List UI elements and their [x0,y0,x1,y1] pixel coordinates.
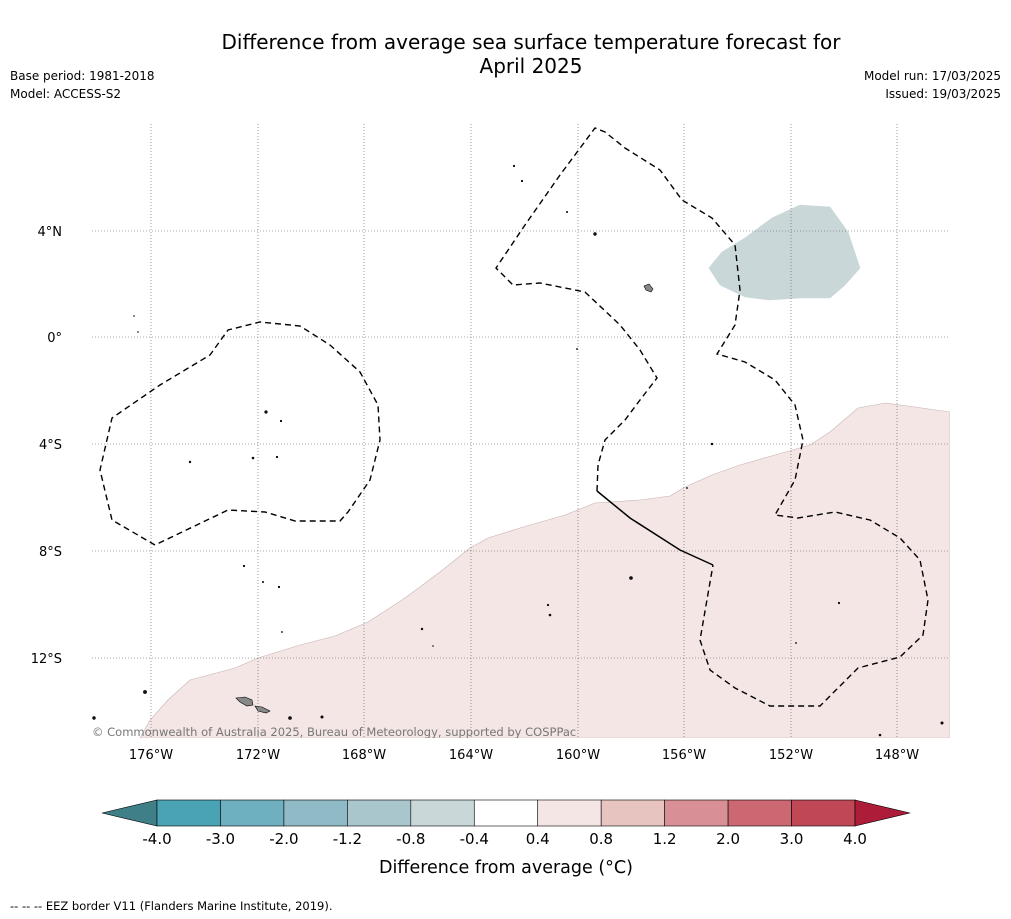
meta-right: Model run: 17/03/2025 Issued: 19/03/2025 [864,67,1001,103]
lon-label: 168°W [342,748,386,763]
colorbar-tick-label: -0.4 [460,830,489,848]
lat-label: 4°N [38,225,63,240]
lat-label: 0° [47,331,62,346]
colorbar-tick-label: 0.8 [589,830,613,848]
island-savaii-2 [254,705,271,714]
colorbar [101,799,911,827]
lat-label: 8°S [39,545,62,560]
meta-left: Base period: 1981-2018 Model: ACCESS-S2 [10,67,155,103]
title-line-1: Difference from average sea surface temp… [221,30,841,54]
colorbar-segment [283,799,348,827]
colorbar-tick-label: 2.0 [716,830,740,848]
map-area: © Commonwealth of Australia 2025, Bureau… [92,124,950,739]
lon-label: 152°W [769,748,813,763]
eez-legend-note: -- -- -- EEZ border V11 (Flanders Marine… [10,899,333,913]
colorbar-arrow-low [101,799,158,827]
colorbar-segment [664,799,729,827]
warm-anomaly-region [139,402,950,738]
lon-label: 160°W [556,748,600,763]
model-name: Model: ACCESS-S2 [10,87,122,101]
colorbar-segment [410,799,475,827]
colorbar-segment [473,799,539,827]
map-title: Difference from average sea surface temp… [0,30,1011,78]
colorbar-tick-label: -4.0 [142,830,171,848]
model-run: Model run: 17/03/2025 [863,69,1001,83]
lon-label: 176°W [129,748,173,763]
issued-date: Issued: 19/03/2025 [885,87,1001,101]
eez-borders [99,127,929,707]
latitude-labels: 4°N 0° 4°S 8°S 12°S [31,225,62,667]
colorbar-tick-label: -3.0 [206,830,235,848]
eez-kiribati-phoenix [99,321,381,546]
colorbar-tick-label: 3.0 [780,830,804,848]
colorbar-ticks: -4.0 -3.0 -2.0 -1.2 -0.8 -0.4 0.4 0.8 1.2 2.0 3.0 4… [142,830,867,848]
colorbar-segment [347,799,412,827]
title-line-2: April 2025 [479,54,583,78]
colorbar-tick-label: 1.2 [653,830,677,848]
colorbar-segment [156,799,221,827]
copyright-text: © Commonwealth of Australia 2025, Bureau… [92,725,576,739]
colorbar-tick-label: -1.2 [333,830,362,848]
colorbar-tick-label: 4.0 [843,830,867,848]
colorbar-tick-label: -2.0 [269,830,298,848]
colorbar-tick-label: -0.8 [396,830,425,848]
gridlines [92,124,950,738]
colorbar-segment [727,799,792,827]
colorbar-arrow-high [854,799,911,827]
colorbar-segment [600,799,665,827]
island-upolu [235,696,254,707]
lon-label: 156°W [662,748,706,763]
cool-anomaly-region [708,204,861,301]
lat-label: 12°S [31,652,62,667]
colorbar-segment [537,799,602,827]
colorbar-segment [791,799,856,827]
colorbar-label: Difference from average (°C) [379,858,633,878]
lon-label: 172°W [236,748,280,763]
eez-kiribati-line [495,127,929,707]
lat-label: 4°S [39,438,62,453]
lon-label: 148°W [875,748,919,763]
island-kiritimati [643,283,654,293]
colorbar-tick-label: 0.4 [526,830,550,848]
solid-boundary [596,490,714,566]
islands [92,164,944,737]
colorbar-segment [220,799,285,827]
base-period: Base period: 1981-2018 [10,69,155,83]
longitude-labels: 176°W 172°W 168°W 164°W 160°W 156°W 152°… [129,748,919,763]
lon-label: 164°W [449,748,493,763]
